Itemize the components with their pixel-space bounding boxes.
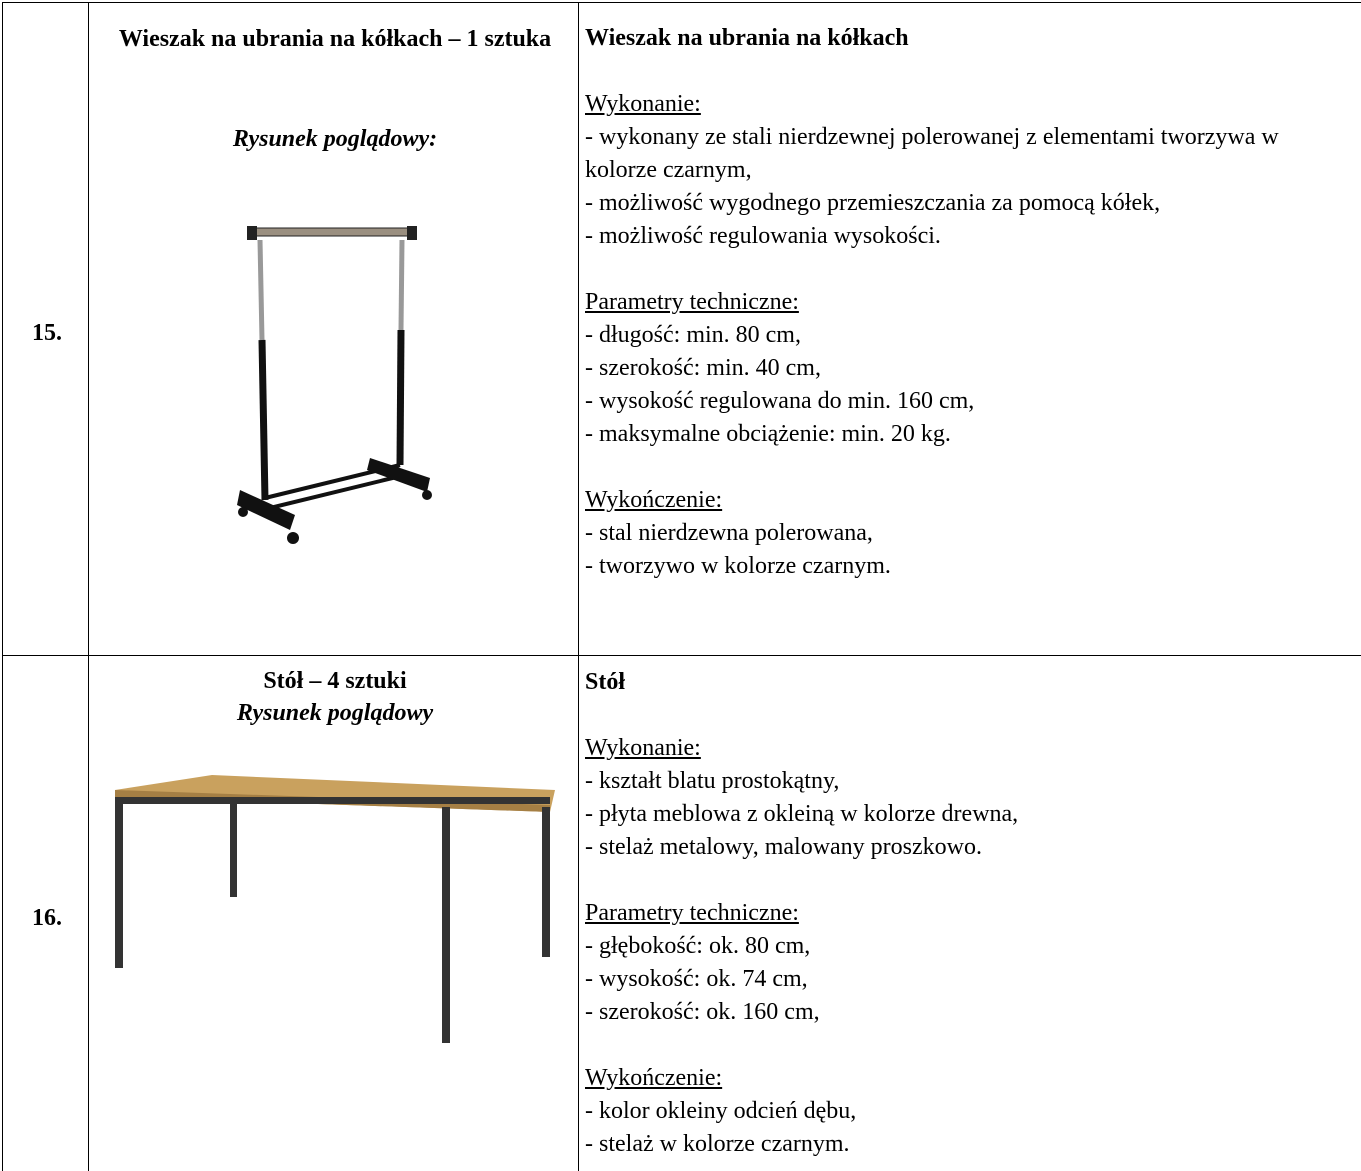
border	[88, 2, 89, 1171]
section-title: Parametry techniczne:	[585, 900, 799, 926]
description: Wieszak na ubrania na kółkach Wykonanie: -…	[585, 22, 1355, 583]
item-name: Wieszak na ubrania na kółkach – 1 sztuka	[118, 26, 552, 52]
section-title: Parametry techniczne:	[585, 289, 799, 315]
list-item: - szerokość: ok. 160 cm,	[585, 999, 820, 1025]
section-title: Wykonanie:	[585, 735, 701, 761]
item-name: Stół – 4 sztuki	[263, 668, 407, 694]
drawing-label: Rysunek poglądowy:	[232, 126, 438, 152]
list-item: - wysokość: ok. 74 cm,	[585, 966, 808, 992]
list-item: - płyta meblowa z okleiną w kolorze drew…	[585, 801, 1019, 827]
list-item: - stal nierdzewna polerowana,	[585, 520, 873, 546]
list-item: - możliwość wygodnego przemieszczania za…	[585, 190, 1161, 216]
list-item: - maksymalne obciążenie: min. 20 kg.	[585, 421, 951, 447]
border	[2, 2, 3, 1171]
list-item: - wysokość regulowana do min. 160 cm,	[585, 388, 975, 414]
list-item: - kształt blatu prostokątny,	[585, 768, 840, 794]
border	[2, 2, 1361, 3]
border	[2, 655, 1361, 656]
table-image	[115, 775, 555, 1043]
list-item: - długość: min. 80 cm,	[585, 322, 801, 348]
list-item: - stelaż w kolorze czarnym.	[585, 1131, 850, 1157]
description-heading: Stół	[585, 669, 626, 695]
list-item: - głębokość: ok. 80 cm,	[585, 933, 811, 959]
row-number: 16.	[32, 905, 62, 931]
description-heading: Wieszak na ubrania na kółkach	[585, 25, 909, 51]
drawing-label: Rysunek poglądowy	[236, 700, 434, 726]
row-number: 15.	[32, 320, 62, 346]
list-item: - stelaż metalowy, malowany proszkowo.	[585, 834, 982, 860]
list-item: - możliwość regulowania wysokości.	[585, 223, 941, 249]
list-item: - wykonany ze stali nierdzewnej polerowa…	[585, 124, 1279, 183]
list-item: - kolor okleiny odcień dębu,	[585, 1098, 857, 1124]
border	[578, 2, 579, 1171]
list-item: - szerokość: min. 40 cm,	[585, 355, 821, 381]
section-title: Wykończenie:	[585, 1065, 723, 1091]
rack-image	[237, 226, 432, 544]
list-item: - tworzywo w kolorze czarnym.	[585, 553, 891, 579]
description: Stół Wykonanie: - kształt blatu prostokątn…	[585, 666, 1355, 1161]
section-title: Wykończenie:	[585, 487, 723, 513]
section-title: Wykonanie:	[585, 91, 701, 117]
